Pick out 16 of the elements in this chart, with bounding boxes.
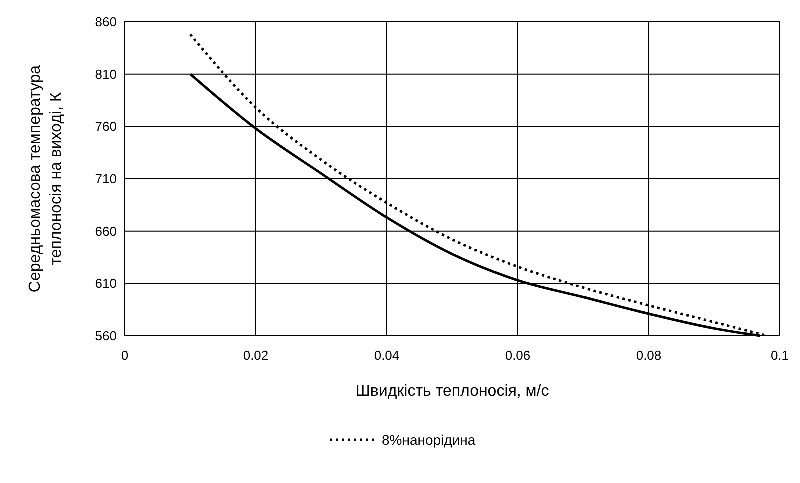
y-tick-label: 710 xyxy=(95,172,117,187)
x-tick-label: 0.04 xyxy=(374,348,400,363)
y-tick-label: 860 xyxy=(95,14,117,30)
y-tick-label: 560 xyxy=(95,328,117,344)
x-tick-label: 0.06 xyxy=(505,348,531,363)
x-axis-title: Швидкість теплоносія, м/с xyxy=(356,383,550,400)
y-tick-label: 810 xyxy=(95,66,117,82)
x-tick-label: 0 xyxy=(121,348,129,363)
y-tick-label: 660 xyxy=(95,224,117,239)
x-tick-label: 0.08 xyxy=(636,348,662,363)
x-tick-label: 0.1 xyxy=(770,348,790,363)
x-tick-label: 0.02 xyxy=(243,348,269,363)
legend-label: 8%нанорідина xyxy=(382,432,476,448)
y-tick-label: 760 xyxy=(95,119,117,134)
y-tick-label: 610 xyxy=(95,276,117,292)
y-axis-title: Середньомасова температура теплоносія на виході, К xyxy=(27,65,65,293)
